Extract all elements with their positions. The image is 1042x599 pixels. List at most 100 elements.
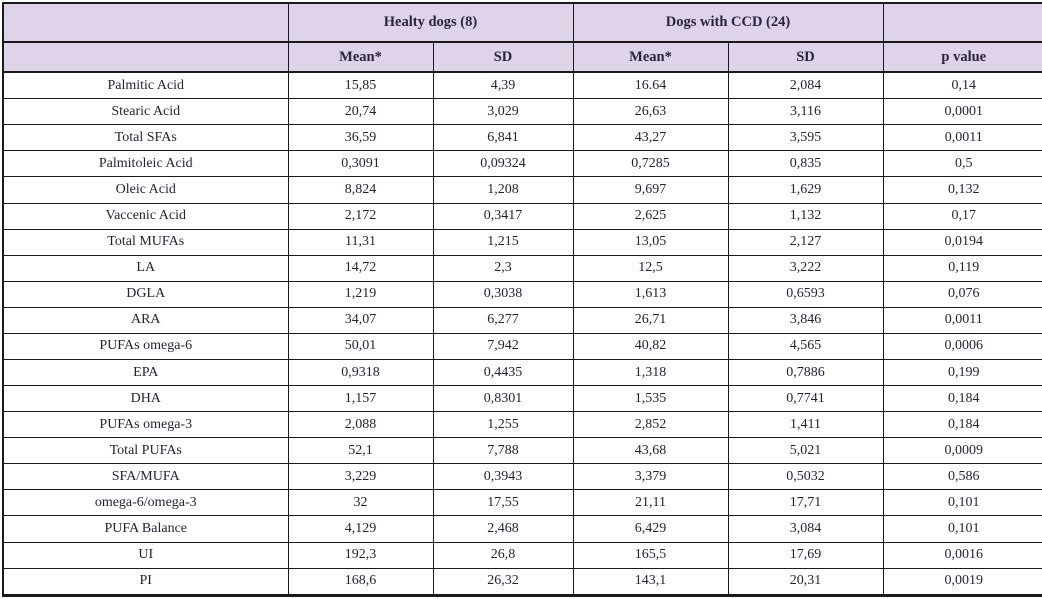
table-row: Oleic Acid 8,824 1,208 9,697 1,629 0,132: [2, 176, 1042, 204]
sd-ccd-cell: 17,71: [727, 489, 884, 517]
table-body: Palmitic Acid 15,85 4,39 16.64 2,084 0,14 Stea…: [2, 71, 1042, 597]
mean-healthy-cell: 20,74: [287, 98, 434, 126]
mean-ccd-cell: 2,852: [572, 411, 729, 439]
table-row: ARA 34,07 6,277 26,71 3,846 0,0011: [2, 306, 1042, 334]
column-header-mean-healthy: Mean*: [287, 41, 434, 73]
column-header-mean-ccd: Mean*: [572, 41, 729, 73]
mean-healthy-cell: 36,59: [287, 124, 434, 152]
row-label: Vaccenic Acid: [2, 202, 289, 230]
sd-healthy-cell: 2,468: [432, 515, 574, 543]
row-label: Palmitic Acid: [2, 71, 289, 100]
sd-healthy-cell: 17,55: [432, 489, 574, 517]
mean-healthy-cell: 14,72: [287, 254, 434, 282]
mean-ccd-cell: 1,613: [572, 280, 729, 308]
sd-healthy-cell: 6,277: [432, 306, 574, 334]
mean-ccd-cell: 0,7285: [572, 150, 729, 178]
table-row: Palmitic Acid 15,85 4,39 16.64 2,084 0,14: [2, 71, 1042, 100]
row-label: DGLA: [2, 280, 289, 308]
sd-ccd-cell: 0,835: [727, 150, 884, 178]
row-label: UI: [2, 541, 289, 569]
mean-ccd-cell: 26,71: [572, 306, 729, 334]
table-row: PUFAs omega-3 2,088 1,255 2,852 1,411 0,184: [2, 411, 1042, 439]
table-row: Total PUFAs 52,1 7,788 43,68 5,021 0,0009: [2, 437, 1042, 465]
mean-ccd-cell: 40,82: [572, 332, 729, 360]
p-value-cell: 0,184: [882, 411, 1042, 439]
p-value-cell: 0,17: [882, 202, 1042, 230]
mean-ccd-cell: 2,625: [572, 202, 729, 230]
mean-ccd-cell: 6,429: [572, 515, 729, 543]
mean-ccd-cell: 165,5: [572, 541, 729, 569]
table-row: PI 168,6 26,32 143,1 20,31 0,0019: [2, 567, 1042, 597]
row-label: PUFA Balance: [2, 515, 289, 543]
p-value-cell: 0,0006: [882, 332, 1042, 360]
p-value-cell: 0,14: [882, 71, 1042, 100]
sd-healthy-cell: 6,841: [432, 124, 574, 152]
sd-healthy-cell: 4,39: [432, 71, 574, 100]
table-row: DGLA 1,219 0,3038 1,613 0,6593 0,076: [2, 280, 1042, 308]
sd-ccd-cell: 1,132: [727, 202, 884, 230]
mean-healthy-cell: 4,129: [287, 515, 434, 543]
p-value-cell: 0,586: [882, 463, 1042, 491]
group-header-row: Healty dogs (8) Dogs with CCD (24): [2, 2, 1042, 43]
sd-ccd-cell: 3,222: [727, 254, 884, 282]
column-header-sd-ccd: SD: [727, 41, 884, 73]
mean-ccd-cell: 1,535: [572, 385, 729, 413]
p-value-cell: 0,184: [882, 385, 1042, 413]
sd-ccd-cell: 0,7741: [727, 385, 884, 413]
p-value-cell: 0,132: [882, 176, 1042, 204]
row-label: PUFAs omega-6: [2, 332, 289, 360]
table-row: DHA 1,157 0,8301 1,535 0,7741 0,184: [2, 385, 1042, 413]
table-row: PUFA Balance 4,129 2,468 6,429 3,084 0,101: [2, 515, 1042, 543]
mean-healthy-cell: 0,3091: [287, 150, 434, 178]
mean-healthy-cell: 0,9318: [287, 358, 434, 387]
row-label: PI: [2, 567, 289, 597]
p-value-cell: 0,0019: [882, 567, 1042, 597]
sd-healthy-cell: 26,32: [432, 567, 574, 597]
sd-ccd-cell: 3,846: [727, 306, 884, 334]
sd-ccd-cell: 2,084: [727, 71, 884, 100]
mean-ccd-cell: 143,1: [572, 567, 729, 597]
group-header-dogs-with-ccd: Dogs with CCD (24): [572, 2, 884, 43]
row-label: EPA: [2, 358, 289, 387]
mean-healthy-cell: 192,3: [287, 541, 434, 569]
table-row: Total MUFAs 11,31 1,215 13,05 2,127 0,0194: [2, 228, 1042, 256]
column-header-sd-healthy: SD: [432, 41, 574, 73]
row-label: Total MUFAs: [2, 228, 289, 256]
row-label: Palmitoleic Acid: [2, 150, 289, 178]
table-row: omega-6/omega-3 32 17,55 21,11 17,71 0,101: [2, 489, 1042, 517]
sd-healthy-cell: 0,4435: [432, 358, 574, 387]
sd-healthy-cell: 0,3038: [432, 280, 574, 308]
mean-healthy-cell: 168,6: [287, 567, 434, 597]
sd-ccd-cell: 0,6593: [727, 280, 884, 308]
sd-ccd-cell: 3,116: [727, 98, 884, 126]
p-value-cell: 0,0016: [882, 541, 1042, 569]
table-row: EPA 0,9318 0,4435 1,318 0,7886 0,199: [2, 358, 1042, 387]
column-header-parameter: [2, 41, 289, 73]
row-label: DHA: [2, 385, 289, 413]
mean-healthy-cell: 2,088: [287, 411, 434, 439]
sd-healthy-cell: 1,208: [432, 176, 574, 204]
row-label: ARA: [2, 306, 289, 334]
p-value-cell: 0,5: [882, 150, 1042, 178]
group-header-empty-right: [882, 2, 1042, 43]
table-row: PUFAs omega-6 50,01 7,942 40,82 4,565 0,0006: [2, 332, 1042, 360]
sd-healthy-cell: 7,788: [432, 437, 574, 465]
p-value-cell: 0,0194: [882, 228, 1042, 256]
sd-healthy-cell: 0,3417: [432, 202, 574, 230]
p-value-cell: 0,0011: [882, 306, 1042, 334]
row-label: SFA/MUFA: [2, 463, 289, 491]
p-value-cell: 0,199: [882, 358, 1042, 387]
sd-healthy-cell: 2,3: [432, 254, 574, 282]
p-value-cell: 0,0011: [882, 124, 1042, 152]
mean-healthy-cell: 34,07: [287, 306, 434, 334]
mean-healthy-cell: 52,1: [287, 437, 434, 465]
sd-ccd-cell: 3,084: [727, 515, 884, 543]
sd-ccd-cell: 2,127: [727, 228, 884, 256]
mean-ccd-cell: 43,27: [572, 124, 729, 152]
sd-healthy-cell: 3,029: [432, 98, 574, 126]
table-row: LA 14,72 2,3 12,5 3,222 0,119: [2, 254, 1042, 282]
sd-healthy-cell: 0,09324: [432, 150, 574, 178]
row-label: Stearic Acid: [2, 98, 289, 126]
